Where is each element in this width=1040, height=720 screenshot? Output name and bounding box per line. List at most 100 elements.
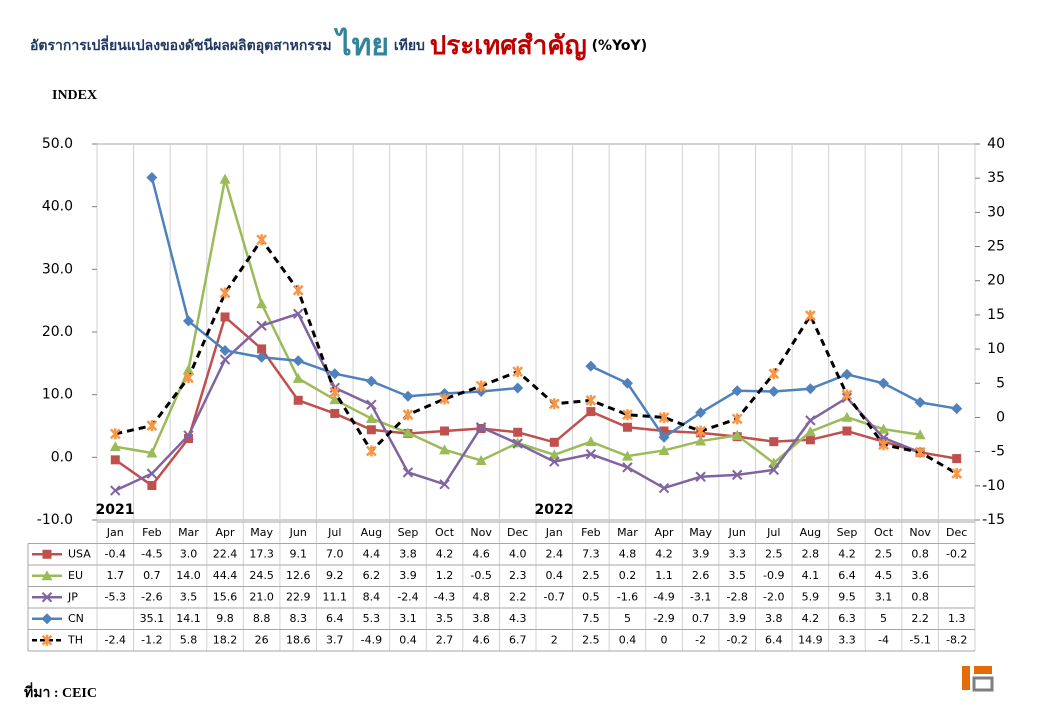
table-value: 4.5 [875,569,893,582]
table-value: -0.2 [726,633,747,646]
x-tick-label: Jan [545,526,563,539]
x-tick-label: Dec [946,526,967,539]
data-point [585,448,597,460]
data-point [951,403,963,415]
data-point [147,481,157,491]
table-value: -5.1 [909,633,930,646]
x-tick-label: Nov [470,526,492,539]
table-value: 7.5 [582,612,600,625]
y2-tick-label: 10 [987,341,1005,357]
table-value: 15.6 [213,590,238,603]
table-value: 3.1 [399,612,417,625]
table-value: 5.9 [802,590,820,603]
table-value: 8.3 [289,612,307,625]
title-part: (%YoY) [592,38,647,54]
table-value: 17.3 [249,547,274,560]
table-value: 3.7 [326,633,344,646]
table-value: 3.9 [399,569,417,582]
data-point [585,394,597,406]
table-value: 0.7 [143,569,161,582]
source: ที่มา : CEIC [24,682,97,701]
data-point [402,390,414,402]
data-point [475,380,487,392]
table-value: 5 [880,612,887,625]
table-value: 6.4 [765,633,783,646]
table-value: 3.5 [180,590,198,603]
data-point [842,426,852,436]
table-value: 3.5 [436,612,454,625]
table-value: 1.7 [107,569,125,582]
data-point [695,407,707,419]
data-point [805,435,815,445]
table-value: 22.4 [213,547,238,560]
data-point [585,360,597,372]
table-value: 6.7 [509,633,527,646]
data-point [914,429,926,440]
data-point [329,386,341,398]
table-value: 18.6 [286,633,311,646]
data-point [951,468,963,480]
table-value: 0.2 [619,569,637,582]
table-value: 6.2 [363,569,381,582]
x-tick-label: May [689,526,712,539]
table-value: 0.7 [692,612,710,625]
table-value: 9.1 [289,547,307,560]
y-tick-label: 0.0 [51,449,73,465]
y2-tick-label: -5 [991,444,1005,460]
y2-tick-label: 20 [987,273,1005,289]
data-point [622,462,633,473]
x-tick-label: Oct [874,526,894,539]
table-value: 0.5 [582,590,600,603]
x-tick-label: May [250,526,273,539]
data-point [219,173,231,184]
legend-marker [41,634,53,646]
table-value: -0.9 [763,569,784,582]
data-point [329,368,341,380]
x-tick-label: Dec [507,526,528,539]
table-value: 3.5 [728,569,746,582]
table-value: -0.5 [470,569,491,582]
data-point [658,411,670,423]
data-point [109,428,121,440]
data-point [841,368,853,380]
legend-marker [42,549,52,559]
table-value: 5 [624,612,631,625]
data-point [329,394,341,405]
data-point [695,471,706,482]
table-value: 0.4 [399,633,417,646]
table-value: -4.9 [653,590,674,603]
table-value: 1.1 [655,569,673,582]
title-part: ไทย [333,27,388,63]
table-value: 6.3 [838,612,856,625]
data-point [549,437,559,447]
data-point [513,427,523,437]
table-value: 3.6 [911,569,929,582]
data-point [293,308,304,320]
data-point [256,234,268,246]
data-point [658,444,670,455]
y2-tick-label: 15 [987,307,1005,323]
table-value: 3.3 [728,547,746,560]
data-point [182,364,194,375]
table-value: 2 [551,633,558,646]
data-point [586,407,596,417]
table-value: -0.4 [105,547,126,560]
table-value: 4.8 [472,590,490,603]
data-point [512,382,524,394]
table-value: 3.1 [875,590,893,603]
table-value: 21.0 [249,590,274,603]
y-tick-label: 10.0 [42,387,73,403]
data-point [365,445,377,457]
table-value: 18.2 [213,633,238,646]
table-value: 4.6 [472,547,490,560]
table-value: 12.6 [286,569,311,582]
y2-tick-label: -15 [982,512,1005,528]
data-point [695,435,707,446]
data-point [475,454,487,465]
table-value: -0.2 [946,547,967,560]
data-point [621,450,633,461]
data-point [183,430,194,441]
data-point [695,425,707,437]
data-point [366,399,377,410]
